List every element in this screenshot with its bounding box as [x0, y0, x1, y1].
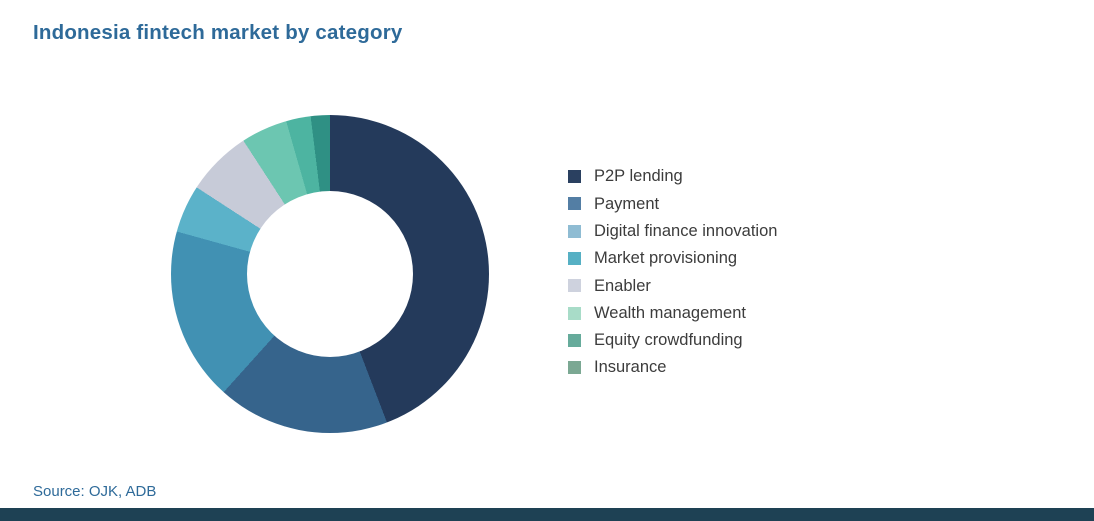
- legend-swatch: [568, 279, 581, 293]
- legend-item: Equity crowdfunding: [568, 327, 777, 354]
- legend-label: Market provisioning: [594, 249, 738, 268]
- donut-hole: [247, 191, 413, 357]
- legend-item: P2P lending: [568, 163, 777, 190]
- legend-item: Payment: [568, 190, 777, 217]
- legend-label: Insurance: [594, 358, 667, 377]
- legend-label: Wealth management: [594, 303, 746, 322]
- legend-label: P2P lending: [594, 167, 683, 186]
- page-title: Indonesia fintech market by category: [33, 21, 403, 44]
- legend-item: Market provisioning: [568, 245, 777, 272]
- legend-label: Equity crowdfunding: [594, 331, 743, 350]
- footer-bar: [0, 508, 1094, 521]
- source-note: Source: OJK, ADB: [33, 483, 157, 500]
- legend-swatch: [568, 252, 581, 266]
- legend-item: Digital finance innovation: [568, 218, 777, 245]
- legend-swatch: [568, 361, 581, 375]
- legend-label: Payment: [594, 194, 660, 213]
- legend-item: Insurance: [568, 354, 777, 381]
- legend-swatch: [568, 333, 581, 347]
- legend-swatch: [568, 170, 581, 184]
- legend-label: Digital finance innovation: [594, 221, 778, 240]
- legend-item: Enabler: [568, 272, 777, 299]
- legend-swatch: [568, 197, 581, 211]
- legend-swatch: [568, 224, 581, 238]
- legend-label: Enabler: [594, 276, 651, 295]
- donut-chart: [171, 115, 489, 433]
- legend-item: Wealth management: [568, 299, 777, 326]
- legend-swatch: [568, 306, 581, 320]
- legend: P2P lending Payment Digital finance innova…: [568, 163, 777, 381]
